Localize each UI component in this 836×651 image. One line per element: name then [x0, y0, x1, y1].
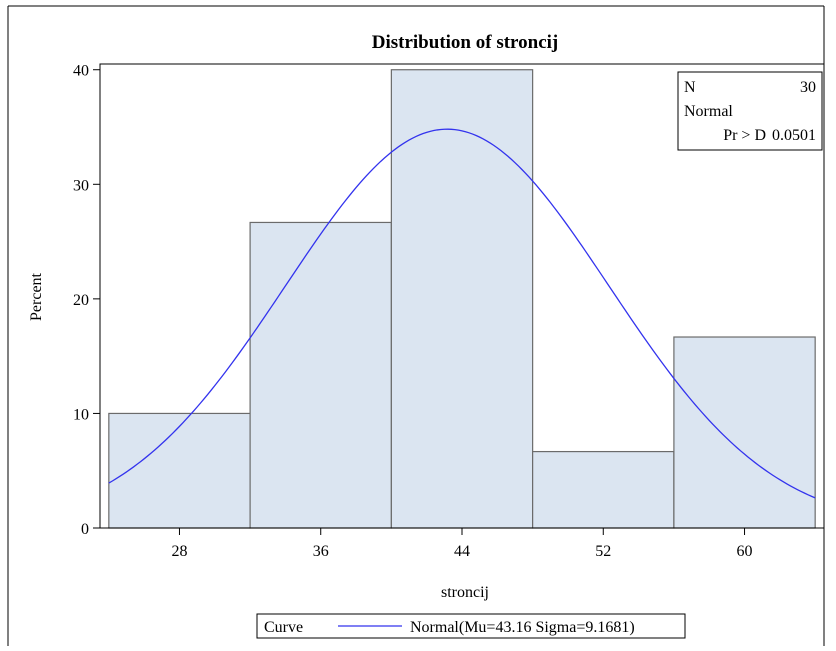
stats-n-value: 30 [800, 79, 816, 96]
legend-title: Curve [264, 619, 303, 636]
legend-box [256, 613, 686, 639]
legend: Curve Normal(Mu=43.16 Sigma=9.1681) [256, 613, 686, 639]
x-tick-label: 52 [595, 543, 611, 560]
y-tick-label: 10 [73, 406, 89, 423]
histogram-bar [673, 336, 816, 529]
x-tick-label: 60 [737, 543, 753, 560]
y-tick-label: 20 [73, 292, 89, 309]
bars-group [108, 69, 816, 529]
curve-group [108, 128, 816, 499]
y-axis-label: Percent [28, 272, 45, 321]
histogram-bar [532, 450, 675, 529]
histogram-bar [108, 412, 251, 529]
y-tick-label: 0 [81, 521, 89, 538]
stats-test-label: Pr > D [723, 127, 766, 144]
stats-n-label: N [684, 79, 696, 96]
x-axis-label: stroncij [441, 584, 489, 601]
normal-curve-line [108, 128, 816, 499]
x-tick-label: 44 [454, 543, 470, 560]
chart-title: Distribution of stroncij [372, 32, 558, 53]
legend-entry: Normal(Mu=43.16 Sigma=9.1681) [410, 619, 635, 636]
histogram-bar [249, 221, 392, 529]
stats-dist-label: Normal [684, 103, 733, 120]
x-axis: 28 36 44 52 60 [171, 528, 753, 560]
stats-test-value: 0.0501 [772, 127, 816, 144]
x-tick-label: 36 [313, 543, 329, 560]
histogram-bar [390, 69, 534, 529]
y-axis: 0 10 20 30 40 [73, 63, 100, 538]
x-tick-label: 28 [171, 543, 187, 560]
y-tick-label: 40 [73, 63, 89, 80]
y-tick-label: 30 [73, 177, 89, 194]
stats-inset-box [677, 71, 823, 151]
stats-inset: N 30 Normal Pr > D 0.0501 [677, 71, 823, 151]
